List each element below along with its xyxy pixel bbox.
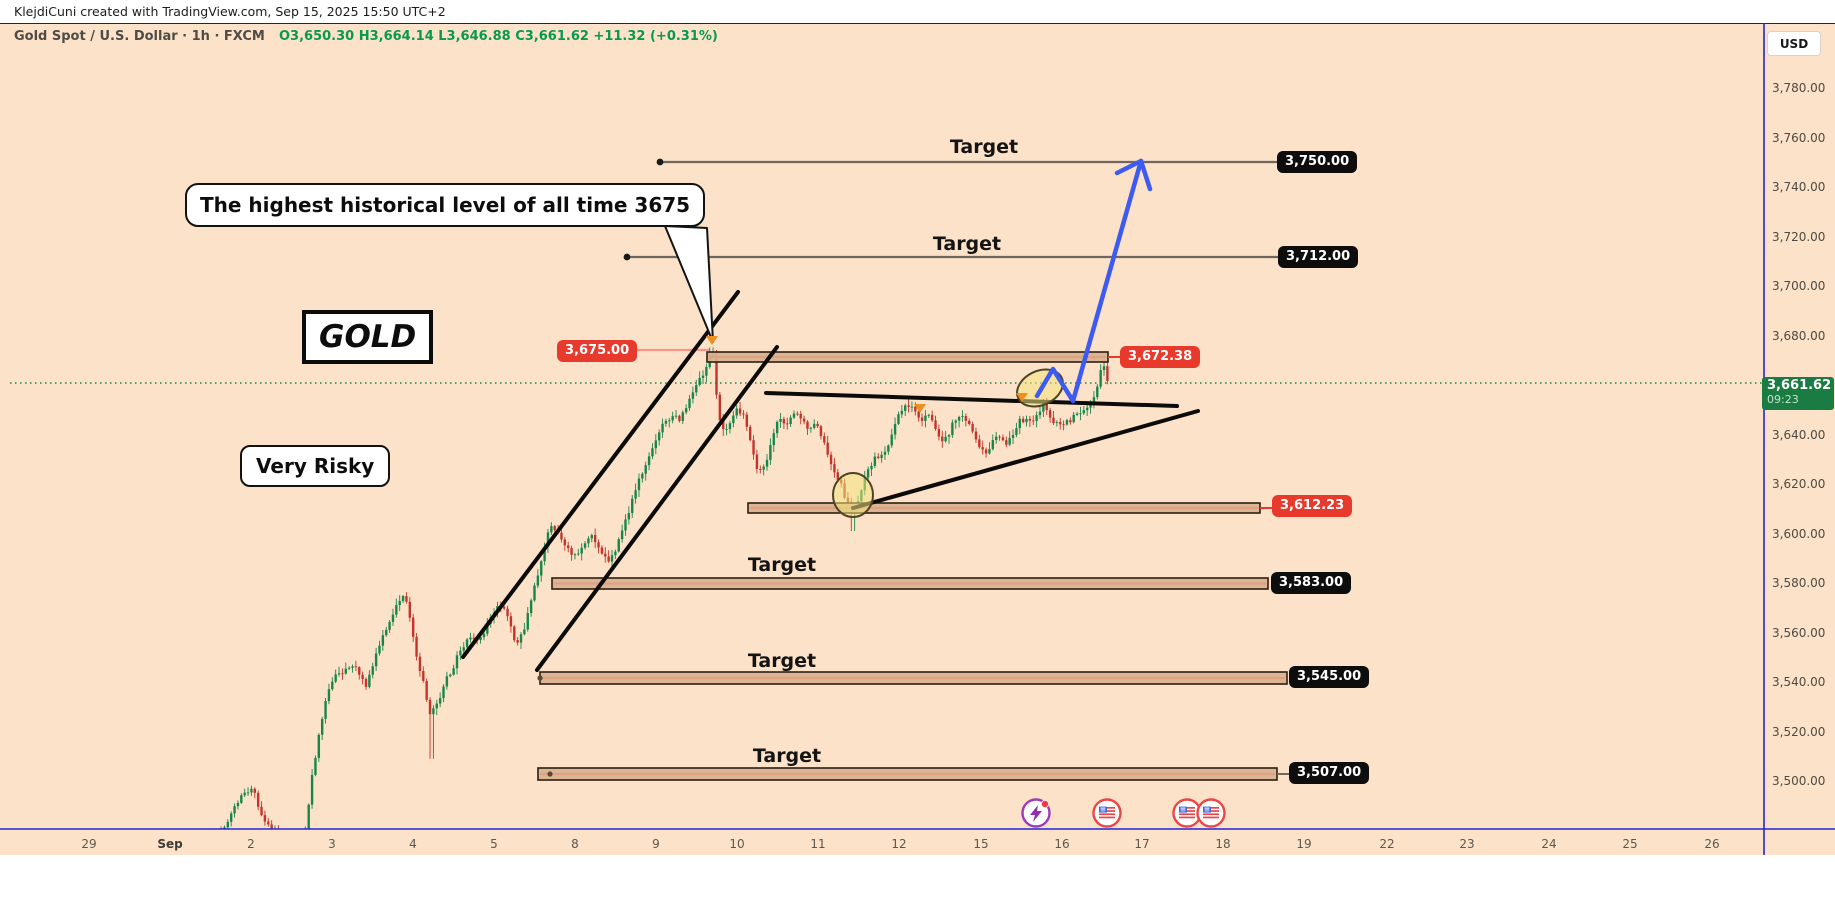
time-tick-label: 24 — [1541, 837, 1557, 851]
price-tick-label: 3,640.00 — [1772, 427, 1826, 442]
target-label[interactable]: Target — [747, 650, 817, 672]
time-tick-label: 8 — [571, 837, 579, 851]
time-tick-label: 17 — [1134, 837, 1150, 851]
time-tick-label: 26 — [1704, 837, 1720, 851]
price-tick-label: 3,620.00 — [1772, 477, 1826, 491]
time-tick-label: 18 — [1215, 837, 1231, 851]
currency-toggle-button[interactable]: USD — [1767, 31, 1821, 56]
current-price-label: 3,661.62 09:23 — [1762, 377, 1834, 410]
time-tick-label: 23 — [1459, 837, 1475, 851]
time-tick-label: 19 — [1296, 837, 1312, 851]
label-3712: 3,712.00 — [1278, 246, 1359, 268]
chart-pane[interactable] — [0, 23, 1835, 856]
target-label[interactable]: Target — [949, 136, 1019, 158]
target-label[interactable]: Target — [932, 233, 1002, 255]
price-tick-label: 3,740.00 — [1772, 180, 1826, 194]
price-tick-label: 3,700.00 — [1772, 279, 1826, 293]
target-label[interactable]: Target — [752, 745, 822, 767]
bar-countdown-time: 09:23 — [1767, 392, 1799, 406]
symbol-title: Gold Spot / U.S. Dollar · 1h · FXCM — [14, 29, 265, 44]
label-3750: 3,750.00 — [1277, 151, 1358, 173]
very-risky-annotation[interactable]: Very Risky — [240, 445, 391, 487]
time-tick-label: 11 — [810, 837, 826, 851]
label-3672: 3,672.38 — [1120, 346, 1201, 368]
price-tick-label: 3,780.00 — [1772, 81, 1826, 95]
price-tick-label: 3,600.00 — [1772, 526, 1826, 541]
label-3583: 3,583.00 — [1271, 572, 1352, 594]
price-tick-label: 3,760.00 — [1772, 130, 1826, 145]
price-tick-label: 3,580.00 — [1772, 576, 1826, 590]
label-3612: 3,612.23 — [1272, 495, 1353, 517]
time-tick-label: 5 — [490, 837, 498, 851]
time-tick-label: 9 — [652, 837, 660, 851]
time-tick-label: 22 — [1379, 837, 1395, 851]
label-3545: 3,545.00 — [1289, 666, 1370, 688]
time-tick-label: 2 — [247, 837, 255, 851]
label-3507: 3,507.00 — [1289, 762, 1370, 784]
price-tick-label: 3,500.00 — [1772, 774, 1826, 788]
time-tick-label: 4 — [409, 837, 417, 851]
footer-bar: TradingView — [0, 855, 1835, 917]
attribution-text: KlejdiCuni created with TradingView.com,… — [14, 4, 446, 19]
current-price-value: 3,661.62 — [1767, 378, 1832, 393]
time-tick-label: Sep — [157, 837, 183, 851]
time-tick-label: 16 — [1054, 837, 1070, 851]
target-label[interactable]: Target — [747, 554, 817, 576]
time-tick-label: 10 — [729, 837, 745, 851]
price-tick-label: 3,540.00 — [1772, 675, 1826, 689]
symbol-info-bar[interactable]: Gold Spot / U.S. Dollar · 1h · FXCM O3,6… — [14, 29, 718, 44]
price-tick-label: 3,520.00 — [1772, 724, 1826, 739]
price-tick-label: 3,560.00 — [1772, 625, 1826, 640]
price-tick-label: 3,680.00 — [1772, 328, 1826, 343]
time-tick-label: 3 — [328, 837, 336, 851]
time-tick-label: 29 — [81, 837, 97, 851]
time-tick-label: 25 — [1622, 837, 1638, 851]
attribution-bar: KlejdiCuni created with TradingView.com,… — [0, 0, 1835, 23]
label-3675: 3,675.00 — [557, 340, 638, 362]
symbol-ohlc-values: O3,650.30 H3,664.14 L3,646.88 C3,661.62 … — [278, 29, 718, 44]
price-tick-label: 3,720.00 — [1772, 229, 1826, 244]
callout-annotation[interactable]: The highest historical level of all time… — [185, 183, 706, 227]
gold-text-annotation[interactable]: GOLD — [302, 310, 434, 364]
time-tick-label: 12 — [891, 837, 907, 851]
time-tick-label: 15 — [973, 837, 989, 851]
